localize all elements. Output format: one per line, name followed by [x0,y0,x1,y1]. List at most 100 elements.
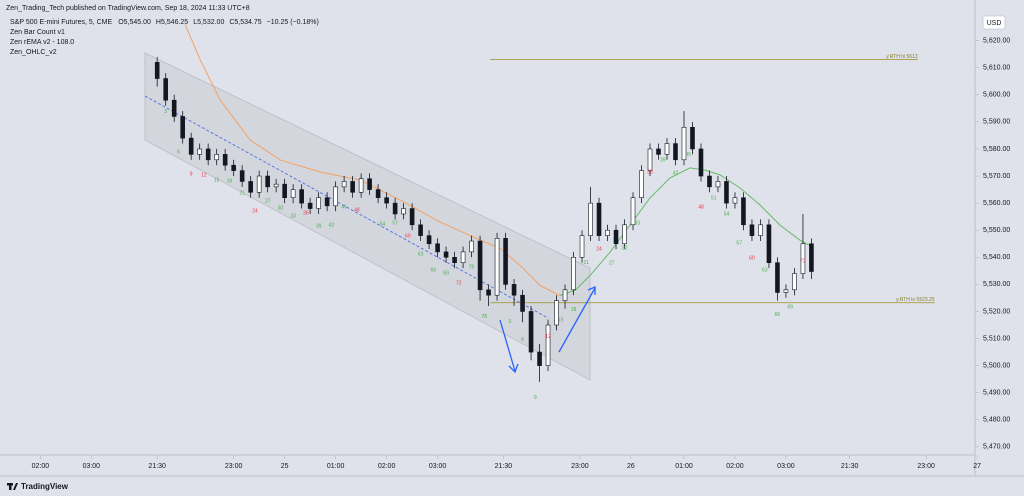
candle-body [222,154,228,166]
x-tick-label: 26 [627,463,635,470]
level-label: y.RTH hi 5613 [886,54,918,60]
candle-body [409,208,415,226]
candle-body [418,224,423,236]
bar-count: 57 [392,220,398,226]
candle-body [477,240,483,291]
bar-count: 51 [711,195,717,201]
candle-body [231,164,236,171]
x-tick-label: 21:30 [841,463,859,470]
bar-count: 6 [177,149,180,155]
channel [144,52,591,381]
x-tick-label: 27 [973,463,981,470]
y-tick-label: 5,550.00 [983,227,1010,234]
bar-count: 78 [482,314,488,320]
candle-body [562,289,568,301]
bar-count: 12 [201,172,207,178]
candle-body [545,324,551,366]
bar-count: 54 [380,222,386,228]
candle-body [282,183,287,199]
candle-body [494,238,500,296]
bar-count: 39 [316,223,322,229]
candle-body [724,181,729,204]
candle-body [392,202,398,215]
candle-body [486,289,491,296]
candle-body [188,137,194,155]
bar-count: 48 [354,207,360,213]
candle-body [792,273,797,291]
bar-count: 30 [278,206,284,212]
bar-count: 15 [558,318,564,324]
candle-body [809,243,814,272]
channel-midline [144,95,549,319]
y-tick-label: 5,490.00 [983,390,1010,397]
bar-count: 60 [405,233,411,239]
candle-body [758,224,763,236]
y-tick-label: 5,580.00 [983,146,1010,153]
candle-body [681,126,687,161]
y-tick-label: 5,560.00 [983,200,1010,207]
currency-box[interactable] [982,15,1006,30]
candle-body [239,170,245,182]
bar-count: 69 [443,271,449,277]
bar-count: 33 [290,213,296,219]
candle-body [307,202,313,209]
candle-body [350,181,355,193]
y-tick-label: 5,480.00 [983,417,1010,424]
candle-body [460,251,466,264]
candle-body [537,351,542,366]
candle-body [622,224,627,245]
y-tick-label: 5,540.00 [983,254,1010,261]
candle-body [341,181,347,188]
candle-body [384,197,389,204]
logo-part [13,483,18,490]
bar-count: 12 [545,334,551,340]
bar-count: 30 [622,246,628,252]
ohlc-value: H5,546.25 [156,19,188,26]
attribution: Zen_Trading_Tech published on TradingVie… [6,5,250,12]
candle-body [673,143,678,161]
candle-body [698,148,704,177]
candle-body [554,300,559,326]
bar-count: 42 [329,222,335,228]
bar-count: 24 [252,209,258,215]
currency[interactable]: USD [987,20,1002,27]
candle-body [367,178,372,190]
candle-body [664,143,670,155]
y-tick-label: 5,500.00 [983,362,1010,369]
y-tick-label: 5,590.00 [983,119,1010,126]
candle-body [800,243,806,274]
ohlc-value: −10.25 (−0.18%) [267,19,319,26]
x-tick-label: 03:00 [83,463,101,470]
brand-logo [7,483,18,490]
y-tick-label: 5,510.00 [983,335,1010,342]
candle-body [316,197,321,209]
candle-body [741,197,746,226]
candle-body [630,197,636,226]
bar-count: 66 [431,268,437,274]
x-tick-label: 23:00 [917,463,935,470]
candle-body [528,311,534,353]
candle-body [401,208,406,215]
bar-count: 6 [521,337,524,343]
candle-body [783,289,789,293]
candle-body [248,181,253,193]
bar-count: 48 [698,205,704,211]
candle-body [579,235,585,258]
x-tick-label: 01:00 [327,463,345,470]
x-tick-label: 03:00 [777,463,795,470]
ohlc-readout: O5,545.00 H5,546.25 L5,532.00 C5,534.75 −10.… [118,19,319,26]
logo-part [9,483,12,490]
candle-body [469,240,474,253]
bar-count: 45 [341,205,347,211]
bar-count: 72 [800,259,806,265]
candle-body [299,189,304,204]
bar-count: 42 [673,170,679,176]
x-tick-label: 01:00 [675,463,693,470]
candle-body [358,178,364,193]
candle-body [690,126,695,150]
bar-count: 3 [164,109,167,115]
up-arrow [558,287,596,353]
up-arrow-head [587,286,596,295]
x-tick-label: 25 [281,463,289,470]
